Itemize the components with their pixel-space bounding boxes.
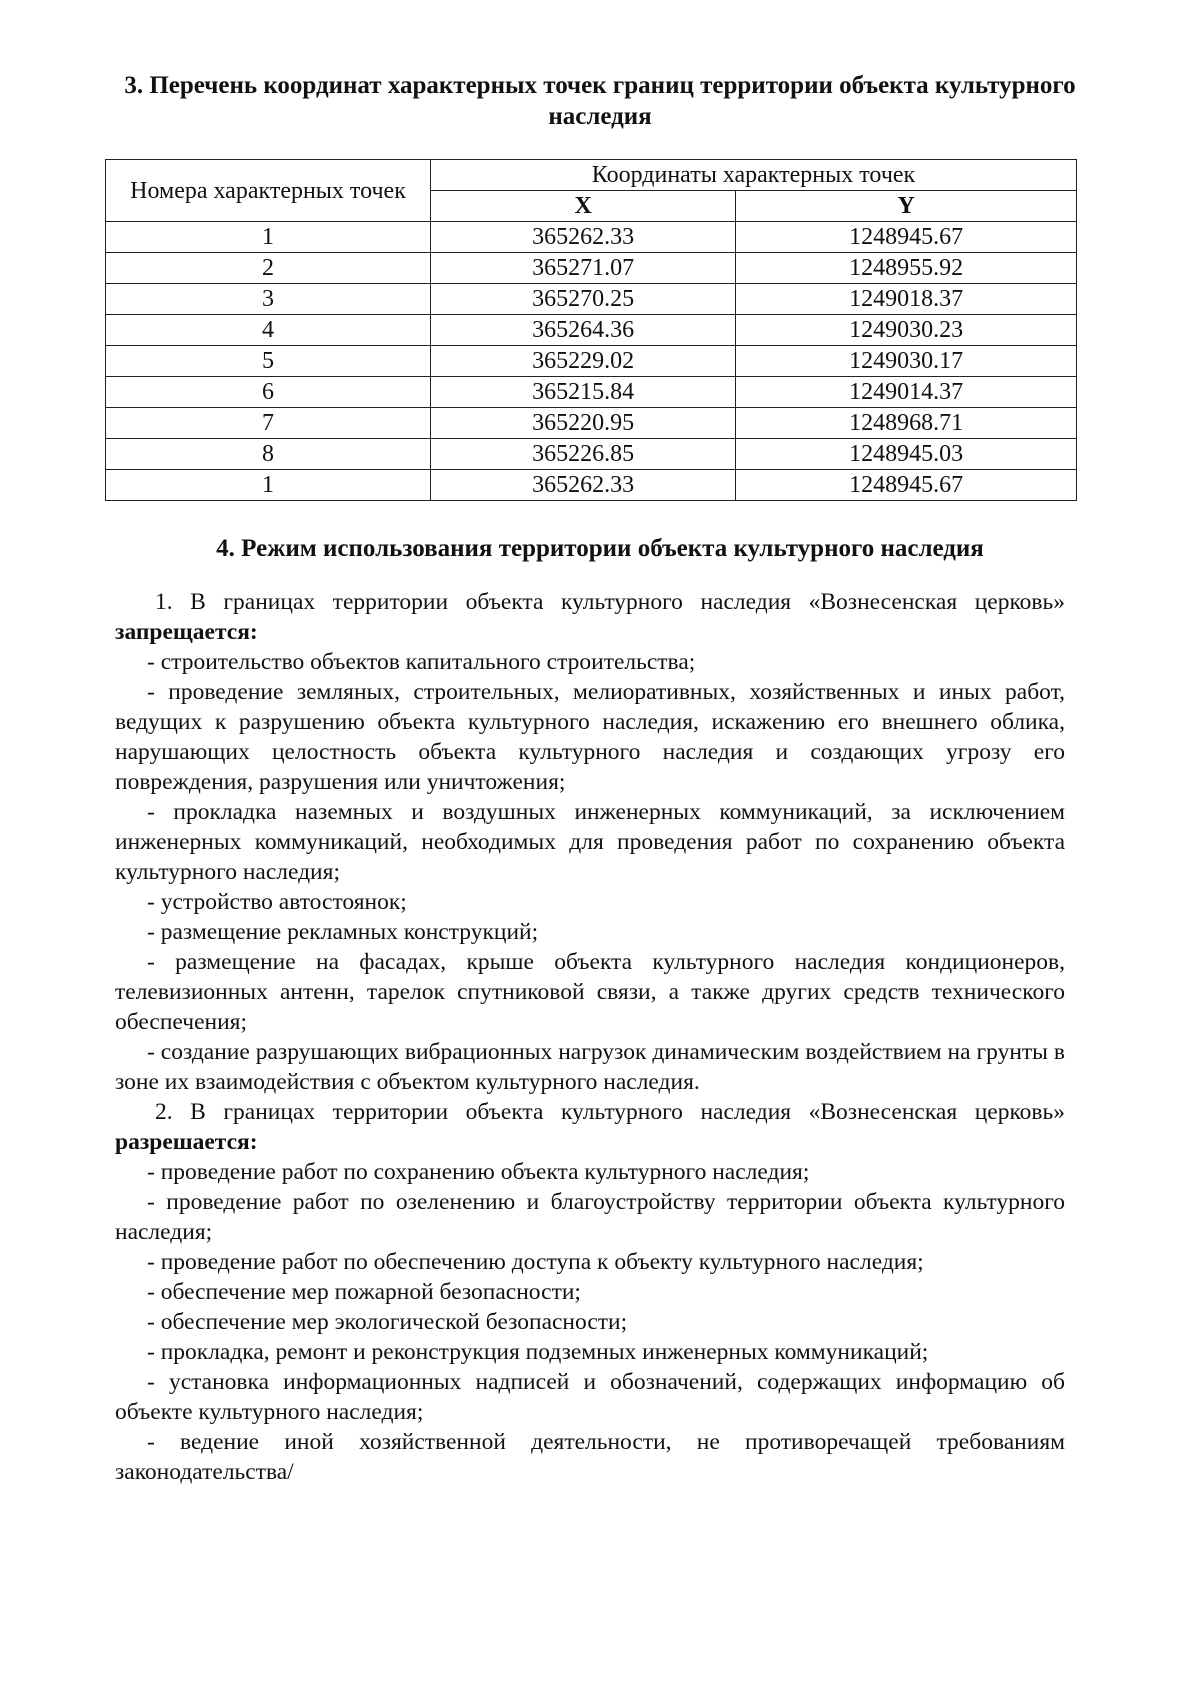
cell-x: 365229.02: [429, 345, 737, 377]
list-item: - ведение иной хозяйственной деятельност…: [115, 1429, 1065, 1485]
list-item: - установка информационных надписей и об…: [115, 1369, 1065, 1425]
list-item: - проведение земляных, строительных, мел…: [115, 679, 1065, 795]
list-item: - прокладка, ремонт и реконструкция подз…: [147, 1339, 929, 1365]
cell-y: 1248945.67: [735, 221, 1077, 253]
cell-point: 2: [105, 252, 431, 284]
cell-x: 365220.95: [429, 407, 737, 439]
list-item: - строительство объектов капитального ст…: [147, 649, 696, 675]
cell-point: 3: [105, 283, 431, 315]
header-y: Y: [735, 190, 1077, 222]
section-3-title: 3. Перечень координат характерных точек …: [124, 72, 1076, 130]
list-item: - обеспечение мер пожарной безопасности;: [147, 1279, 581, 1305]
cell-point: 5: [105, 345, 431, 377]
header-coordinates: Координаты характерных точек: [430, 159, 1077, 191]
list-item: - размещение на фасадах, крыше объекта к…: [115, 949, 1065, 1035]
table-row: 5 365229.02 1249030.17: [105, 345, 1077, 377]
table-row: 3 365270.25 1249018.37: [105, 283, 1077, 315]
cell-y: 1248945.03: [735, 438, 1077, 470]
table-row: 6 365215.84 1249014.37: [105, 376, 1077, 408]
cell-x: 365226.85: [429, 438, 737, 470]
cell-y: 1248945.67: [735, 469, 1077, 501]
list-item: - проведение работ по озеленению и благо…: [115, 1189, 1065, 1245]
table-row: 2 365271.07 1248955.92: [105, 252, 1077, 284]
cell-point: 4: [105, 314, 431, 346]
item-1-bold: запрещается:: [115, 619, 258, 645]
cell-y: 1249030.23: [735, 314, 1077, 346]
list-item: - размещение рекламных конструкций;: [147, 919, 539, 945]
cell-point: 7: [105, 407, 431, 439]
header-points: Номера характерных точек: [105, 159, 431, 222]
header-x: X: [429, 190, 737, 222]
prohibited-list: - строительство объектов капитального ст…: [115, 647, 1065, 1097]
cell-x: 365262.33: [429, 469, 737, 501]
section-4-body: 1. В границах территории объекта культур…: [115, 587, 1065, 1487]
item-2: 2. В границах территории объекта культур…: [115, 1097, 1065, 1157]
table-row: 4 365264.36 1249030.23: [105, 314, 1077, 346]
list-item: - проведение работ по обеспечению доступ…: [147, 1249, 924, 1275]
list-item: - проведение работ по сохранению объекта…: [147, 1159, 810, 1185]
list-item: - создание разрушающих вибрационных нагр…: [115, 1039, 1065, 1095]
cell-x: 365264.36: [429, 314, 737, 346]
cell-point: 1: [105, 221, 431, 253]
cell-y: 1249014.37: [735, 376, 1077, 408]
cell-point: 8: [105, 438, 431, 470]
table-row: 8 365226.85 1248945.03: [105, 438, 1077, 470]
coordinates-table: Номера характерных точек Координаты хара…: [105, 159, 1077, 501]
table-row: 7 365220.95 1248968.71: [105, 407, 1077, 439]
item-2-bold: разрешается:: [115, 1129, 258, 1155]
cell-point: 6: [105, 376, 431, 408]
item-1: 1. В границах территории объекта культур…: [115, 587, 1065, 647]
cell-y: 1248968.71: [735, 407, 1077, 439]
cell-x: 365270.25: [429, 283, 737, 315]
table-row: 1 365262.33 1248945.67: [105, 469, 1077, 501]
list-item: - обеспечение мер экологической безопасн…: [147, 1309, 628, 1335]
list-item: - устройство автостоянок;: [147, 889, 407, 915]
table-row: 1 365262.33 1248945.67: [105, 221, 1077, 253]
section-4-title: 4. Режим использования территории объект…: [216, 535, 984, 562]
allowed-list: - проведение работ по сохранению объекта…: [115, 1157, 1065, 1487]
cell-y: 1249018.37: [735, 283, 1077, 315]
item-2-text: 2. В границах территории объекта культур…: [155, 1099, 1065, 1125]
cell-x: 365262.33: [429, 221, 737, 253]
cell-x: 365215.84: [429, 376, 737, 408]
cell-point: 1: [105, 469, 431, 501]
item-1-text: 1. В границах территории объекта культур…: [155, 589, 1065, 615]
cell-y: 1248955.92: [735, 252, 1077, 284]
list-item: - прокладка наземных и воздушных инженер…: [115, 799, 1065, 885]
cell-x: 365271.07: [429, 252, 737, 284]
cell-y: 1249030.17: [735, 345, 1077, 377]
